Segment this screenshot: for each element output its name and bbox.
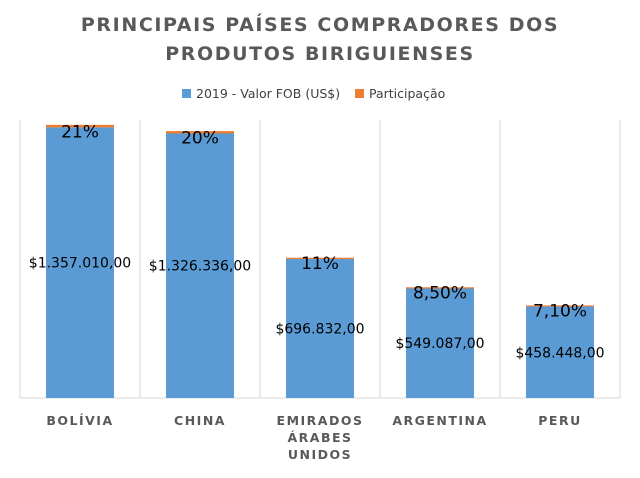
legend-swatch-participacao: [355, 89, 364, 98]
category-label: PERU: [538, 413, 581, 428]
bar-fob: [166, 133, 234, 398]
plot-labels: $1.357.010,00 21% $1.326.336,00 20% $696.832…: [29, 122, 605, 361]
bar-participacao: [46, 124, 114, 128]
bar-fob: [286, 259, 354, 398]
data-label-participacao: 11%: [301, 254, 339, 274]
chart-title-line-1: PRINCIPAIS PAÍSES COMPRADORES DOS: [81, 13, 559, 36]
data-label-fob: $458.448,00: [515, 345, 604, 361]
category-label: BOLÍVIA: [46, 413, 113, 428]
chart-title-line-2: PRODUTOS BIRIGUIENSES: [165, 43, 475, 65]
data-label-participacao: 21%: [61, 122, 99, 142]
category-axis: BOLÍVIA CHINA EMIRADOS ÁRABES UNIDOS ARGENTIN…: [46, 413, 581, 462]
legend-label-participacao: Participação: [369, 86, 445, 101]
data-label-participacao: 8,50%: [413, 283, 467, 303]
bar-participacao: [406, 287, 474, 289]
category-label: ÁRABES: [287, 430, 352, 445]
legend-label-fob: 2019 - Valor FOB (US$): [196, 86, 340, 101]
data-label-participacao: 20%: [181, 128, 219, 148]
legend: 2019 - Valor FOB (US$) Participação: [182, 86, 445, 101]
legend-swatch-fob: [182, 89, 191, 98]
data-label-participacao: 7,10%: [533, 302, 587, 322]
data-label-fob: $1.357.010,00: [29, 256, 131, 272]
plot-bars: [46, 124, 594, 399]
bar-participacao: [526, 305, 594, 307]
data-label-fob: $696.832,00: [275, 322, 364, 338]
data-label-fob: $549.087,00: [395, 336, 484, 352]
category-label: CHINA: [174, 413, 226, 428]
category-label: UNIDOS: [288, 447, 352, 462]
category-label: EMIRADOS: [277, 413, 364, 428]
bar-fob: [406, 288, 474, 398]
data-label-fob: $1.326.336,00: [149, 259, 251, 275]
category-label: ARGENTINA: [392, 413, 487, 428]
bar-participacao: [286, 257, 354, 260]
bar-participacao: [166, 131, 234, 134]
bar-fob: [526, 306, 594, 398]
bar-fob: [46, 127, 114, 399]
